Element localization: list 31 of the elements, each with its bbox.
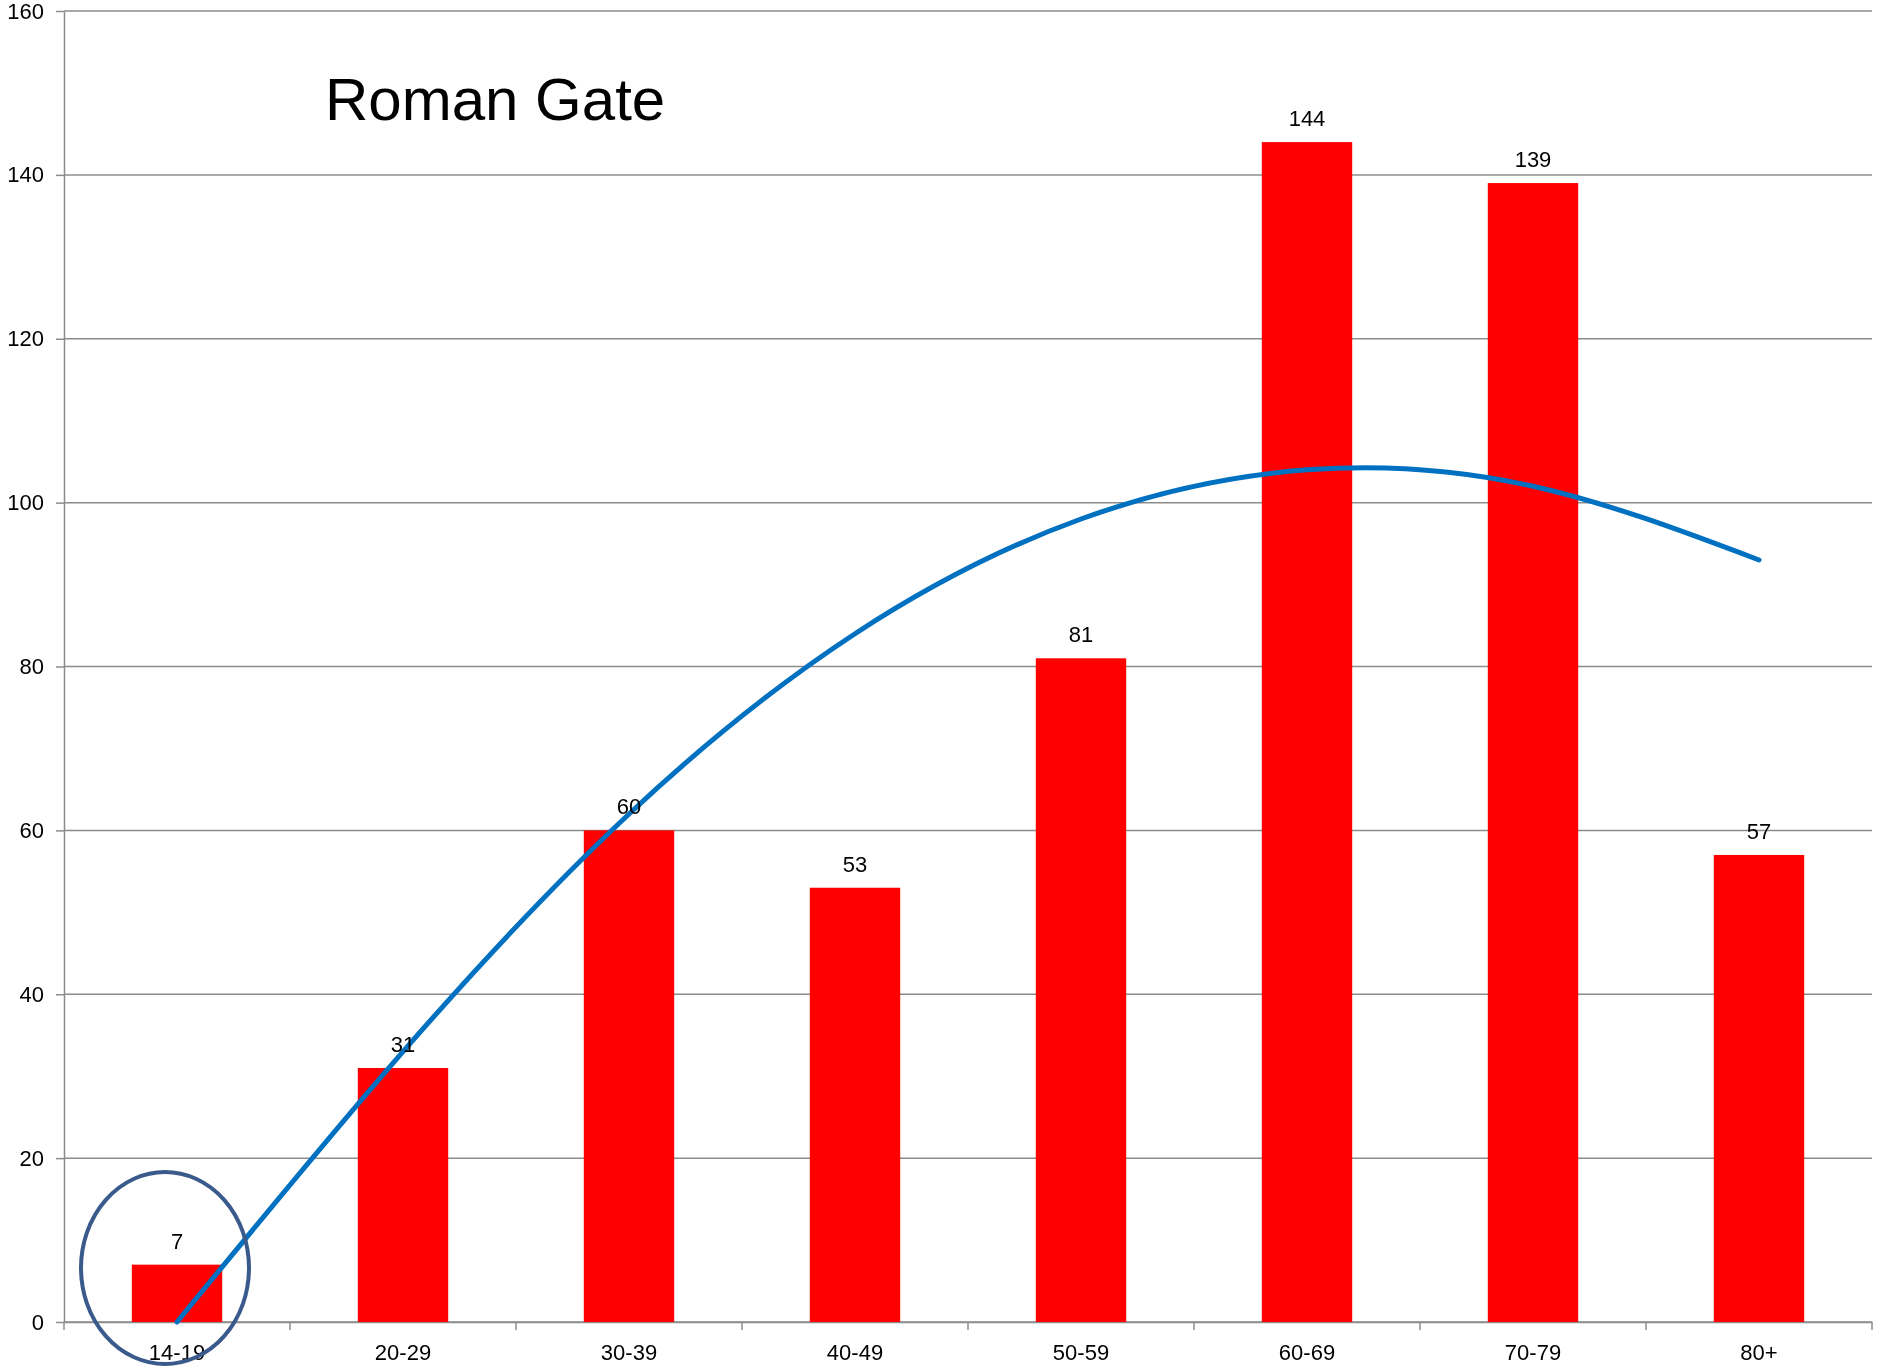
bar bbox=[1261, 142, 1353, 1322]
x-tick-label: 80+ bbox=[1740, 1339, 1778, 1365]
bar bbox=[131, 1264, 223, 1322]
data-label: 7 bbox=[170, 1228, 184, 1254]
bar bbox=[583, 830, 675, 1322]
data-label: 144 bbox=[1288, 106, 1326, 132]
x-tick-label: 40-49 bbox=[826, 1339, 884, 1365]
text: Roman Gate bbox=[325, 66, 666, 133]
bar bbox=[357, 1067, 449, 1322]
y-tick-label: 60 bbox=[19, 817, 44, 843]
x-tick-label: 30-39 bbox=[600, 1339, 658, 1365]
bar bbox=[1035, 658, 1127, 1322]
bar bbox=[809, 887, 901, 1322]
data-label: 81 bbox=[1068, 622, 1094, 648]
y-tick-label: 100 bbox=[7, 490, 44, 516]
y-tick-label: 40 bbox=[19, 981, 44, 1007]
x-tick-label: 70-79 bbox=[1504, 1339, 1562, 1365]
x-tick-label: 20-29 bbox=[374, 1339, 432, 1365]
x-tick-label: 60-69 bbox=[1278, 1339, 1336, 1365]
y-tick-label: 160 bbox=[7, 0, 44, 24]
data-label: 57 bbox=[1746, 818, 1772, 844]
y-tick-label: 20 bbox=[19, 1145, 44, 1171]
bar bbox=[1487, 183, 1579, 1322]
data-label: 53 bbox=[842, 851, 868, 877]
y-tick-label: 80 bbox=[19, 654, 44, 680]
y-tick-label: 0 bbox=[31, 1309, 44, 1335]
y-tick-label: 120 bbox=[7, 326, 44, 352]
data-label: 139 bbox=[1514, 147, 1552, 173]
bar bbox=[1713, 854, 1805, 1322]
y-tick-label: 140 bbox=[7, 162, 44, 188]
x-tick-label: 50-59 bbox=[1052, 1339, 1110, 1365]
